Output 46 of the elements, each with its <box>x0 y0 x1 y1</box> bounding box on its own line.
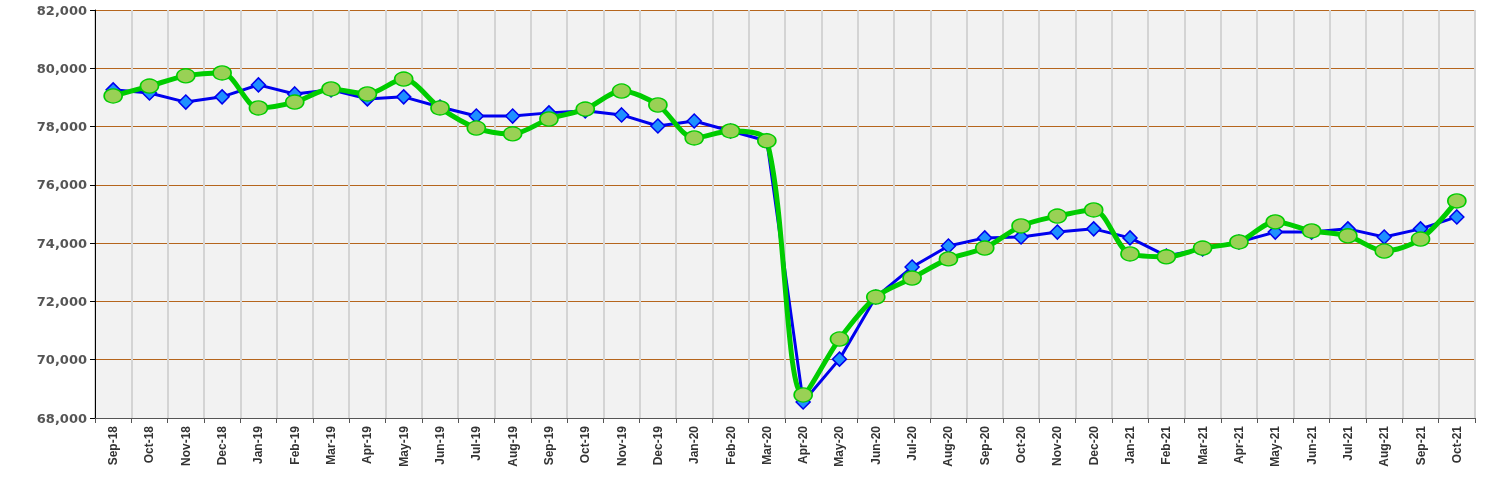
x-tick-label: Jun-19 <box>433 425 447 465</box>
x-tick-label: May-21 <box>1268 425 1283 467</box>
x-tick-label: Dec-18 <box>215 425 230 466</box>
x-tick-label: Mar-21 <box>1195 425 1210 465</box>
x-tick-label: Oct-21 <box>1449 425 1464 464</box>
y-tick-label: 76,000 <box>36 177 87 193</box>
x-tick-label: Jul-20 <box>905 425 920 461</box>
x-tick-label: May-20 <box>832 425 847 467</box>
x-tick-label: Feb-21 <box>1159 425 1174 465</box>
x-tick-label: Nov-18 <box>178 425 193 467</box>
x-tick-label: Feb-20 <box>723 425 738 465</box>
x-tick-label: Nov-20 <box>1050 425 1065 467</box>
y-tick-label: 72,000 <box>36 293 87 309</box>
x-tick-label: Sep-19 <box>541 425 556 466</box>
x-tick-label: May-19 <box>396 425 411 467</box>
x-tick-label: Jun-20 <box>868 425 883 465</box>
x-tick-label: Oct-19 <box>578 425 593 464</box>
x-tick-label: Jan-20 <box>687 425 702 465</box>
x-tick-label: Feb-19 <box>287 425 302 465</box>
x-tick-label: Sep-21 <box>1413 425 1428 466</box>
x-tick-label: Oct-20 <box>1014 425 1029 464</box>
y-tick-label: 68,000 <box>36 410 87 426</box>
x-tick-label: Sep-20 <box>977 425 992 466</box>
x-tick-label: Nov-19 <box>614 425 629 467</box>
y-tick-label: 70,000 <box>36 352 87 368</box>
x-tick-label: Mar-19 <box>324 425 339 465</box>
x-tick-label: Sep-18 <box>106 425 121 466</box>
x-tick-label: Aug-19 <box>505 425 520 467</box>
x-tick-label: Oct-18 <box>142 425 157 464</box>
x-tick-label: Apr-20 <box>796 425 811 465</box>
x-tick-label: Dec-19 <box>650 425 665 466</box>
x-tick-label: Aug-20 <box>941 425 956 467</box>
y-tick-label: 74,000 <box>36 235 87 251</box>
x-tick-label: Jun-21 <box>1304 425 1319 465</box>
x-tick-label: Apr-19 <box>360 425 375 465</box>
y-tick-label: 78,000 <box>36 119 87 135</box>
x-tick-label: Apr-21 <box>1231 425 1246 465</box>
x-tick-label: Jan-19 <box>251 425 266 465</box>
y-tick-label: 82,000 <box>36 2 87 18</box>
x-tick-label: Jan-21 <box>1123 425 1137 465</box>
x-tick-label: Dec-20 <box>1086 425 1101 466</box>
x-tick-label: Mar-20 <box>759 425 774 465</box>
x-tick-label: Aug-21 <box>1377 425 1392 467</box>
x-tick-label: Jul-21 <box>1340 425 1355 461</box>
x-tick-label: Jul-19 <box>469 425 484 461</box>
y-tick-label: 80,000 <box>36 60 87 76</box>
